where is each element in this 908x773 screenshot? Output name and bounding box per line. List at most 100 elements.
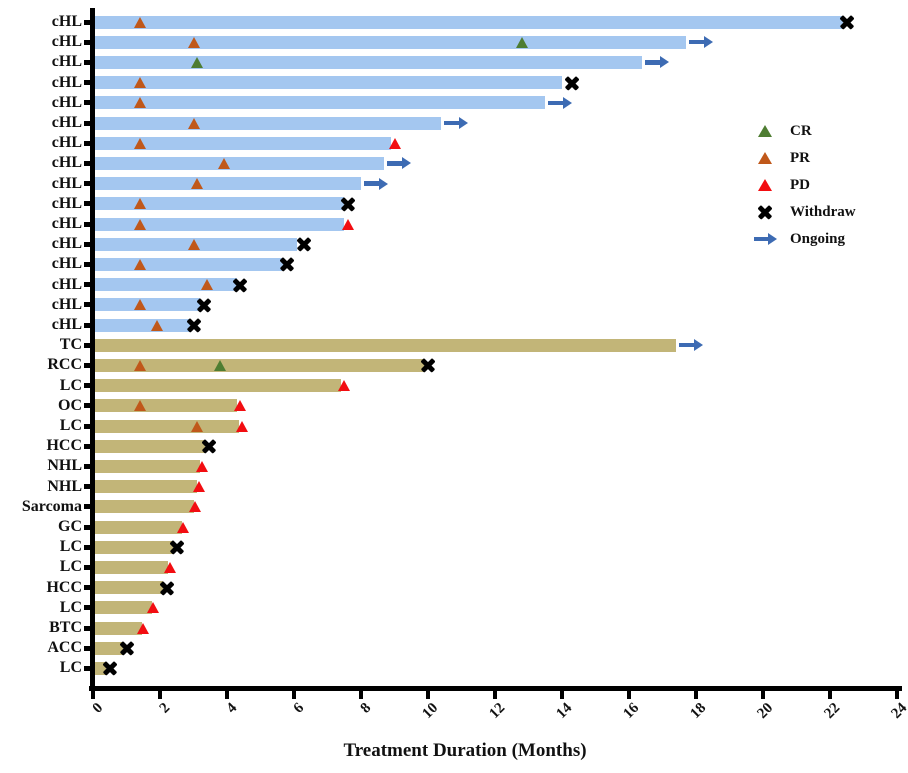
- duration-bar: [95, 35, 686, 49]
- y-axis-tick: [84, 80, 91, 86]
- legend-item-cr: CR: [752, 121, 856, 141]
- y-axis-tick: [84, 524, 91, 530]
- x-tick: [828, 691, 832, 699]
- pr-triangle-icon: [190, 178, 203, 190]
- duration-bar: [95, 156, 385, 170]
- duration-bar: [95, 338, 676, 352]
- pd-triangle-icon: [147, 602, 160, 614]
- duration-bar: [95, 560, 169, 574]
- y-axis-tick: [84, 605, 91, 611]
- pr-triangle-icon: [133, 16, 146, 28]
- row-label-chl: cHL: [51, 93, 82, 111]
- arrow-stem: [645, 60, 661, 65]
- legend: CR PR PD Withdraw Ongoing: [752, 121, 856, 249]
- y-axis-tick: [84, 59, 91, 65]
- duration-bar: [95, 419, 239, 433]
- x-tick: [91, 691, 95, 699]
- duration-bar: [95, 520, 182, 534]
- ongoing-arrow-icon: [688, 36, 713, 49]
- pr-triangle-icon: [758, 152, 772, 164]
- pr-triangle-icon: [133, 400, 146, 412]
- pd-triangle-icon: [234, 400, 247, 412]
- y-axis-tick: [84, 484, 91, 490]
- duration-bar: [95, 399, 238, 413]
- row-label-lc: LC: [59, 376, 82, 394]
- x-tick: [225, 691, 229, 699]
- y-axis-tick: [84, 221, 91, 227]
- row-label-hcc: HCC: [46, 578, 82, 596]
- legend-icon: [752, 125, 778, 137]
- cr-triangle-icon: [758, 125, 772, 137]
- pr-triangle-icon: [187, 36, 200, 48]
- pr-triangle-icon: [133, 299, 146, 311]
- arrow-head: [459, 117, 469, 129]
- y-axis-tick: [84, 302, 91, 308]
- y-axis-tick: [84, 342, 91, 348]
- legend-icon: [752, 205, 778, 220]
- row-label-lc: LC: [59, 417, 82, 434]
- row-label-nhl: NHL: [47, 477, 82, 495]
- legend-icon: [752, 233, 778, 245]
- y-axis-line: [90, 8, 95, 691]
- y-axis-tick: [84, 585, 91, 591]
- legend-label: PD: [790, 176, 810, 193]
- row-label-chl: cHL: [51, 174, 82, 192]
- withdraw-x-icon: [564, 75, 580, 91]
- duration-bar: [95, 136, 392, 150]
- arrow-stem: [548, 100, 564, 106]
- pr-triangle-icon: [133, 218, 146, 230]
- row-label-chl: cHL: [51, 235, 82, 253]
- row-label-chl: cHL: [51, 73, 82, 91]
- row-label-rcc: RCC: [47, 356, 82, 374]
- row-label-nhl: NHL: [47, 457, 82, 475]
- legend-item-pd: PD: [752, 175, 856, 195]
- duration-bar: [95, 76, 562, 90]
- row-label-chl: cHL: [51, 295, 82, 313]
- row-label-chl: cHL: [51, 215, 82, 232]
- legend-label: PR: [790, 149, 810, 166]
- duration-bar: [95, 177, 361, 191]
- x-tick: [895, 691, 899, 699]
- arrow-head: [379, 177, 388, 190]
- ongoing-arrow-icon: [753, 233, 777, 245]
- arrow-head: [563, 96, 573, 109]
- duration-bar: [95, 379, 341, 393]
- withdraw-x-icon: [839, 15, 855, 30]
- legend-icon: [752, 179, 778, 191]
- y-axis-tick: [84, 625, 91, 631]
- pd-triangle-icon: [164, 561, 177, 573]
- duration-bar: [95, 55, 643, 69]
- row-label-gc: GC: [58, 518, 82, 535]
- row-label-tc: TC: [59, 336, 82, 354]
- arrow-head: [660, 56, 670, 69]
- withdraw-x-icon: [233, 277, 248, 293]
- pd-triangle-icon: [758, 179, 772, 191]
- pr-triangle-icon: [133, 77, 146, 89]
- pd-triangle-icon: [177, 521, 190, 533]
- cr-triangle-icon: [214, 359, 227, 371]
- y-axis-tick: [84, 140, 91, 146]
- y-axis-tick: [84, 322, 91, 328]
- pd-triangle-icon: [189, 501, 202, 513]
- duration-bar: [95, 96, 546, 110]
- arrow-stem: [387, 161, 403, 166]
- y-axis-tick: [84, 181, 91, 187]
- pd-triangle-icon: [195, 460, 208, 472]
- x-tick: [627, 691, 631, 699]
- pr-triangle-icon: [190, 420, 203, 432]
- y-axis-tick: [84, 645, 91, 651]
- row-label-hcc: HCC: [46, 437, 82, 455]
- x-axis-line: [89, 686, 902, 691]
- duration-bar: [95, 15, 844, 29]
- y-axis-tick: [84, 504, 91, 510]
- withdraw-x-icon: [169, 540, 185, 555]
- pd-triangle-icon: [338, 380, 351, 392]
- y-axis-tick: [84, 443, 91, 449]
- x-tick: [761, 691, 765, 699]
- row-label-oc: OC: [58, 396, 82, 414]
- duration-bar: [95, 601, 152, 615]
- arrow-stem: [678, 342, 694, 348]
- legend-label: Ongoing: [790, 230, 846, 247]
- duration-bar: [95, 621, 142, 635]
- arrow-head: [703, 36, 713, 49]
